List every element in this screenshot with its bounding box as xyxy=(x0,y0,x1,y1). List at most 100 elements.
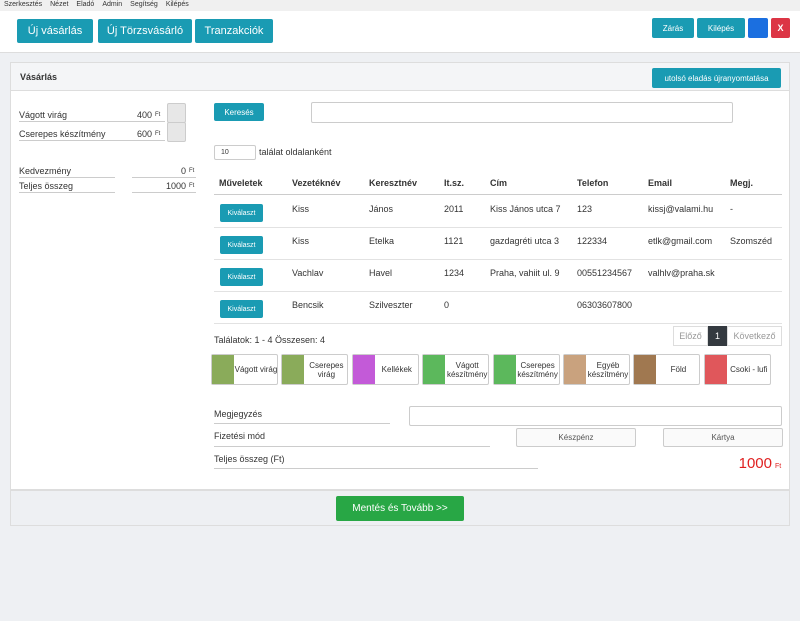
close-button[interactable]: Zárás xyxy=(652,18,694,38)
menu-item[interactable]: Eladó xyxy=(76,1,95,8)
remove-button[interactable] xyxy=(167,103,186,123)
table-header: Email xyxy=(648,178,673,188)
transactions[interactable]: Tranzakciók xyxy=(195,19,273,43)
category-label: Cserepes készítmény xyxy=(517,360,558,379)
category-icon xyxy=(634,355,657,384)
payment-option[interactable]: Készpénz xyxy=(516,428,636,447)
fullscreen-button[interactable] xyxy=(748,18,768,38)
category-tile[interactable]: Cserepes készítmény xyxy=(492,354,560,385)
summary-line xyxy=(132,192,196,193)
category-tile[interactable]: Vágott készítmény xyxy=(422,354,490,385)
note-input[interactable] xyxy=(409,406,782,426)
category-icon xyxy=(282,355,305,384)
remove-button[interactable] xyxy=(167,122,186,142)
summary-line xyxy=(132,177,196,178)
category-label: Csoki - lufi xyxy=(730,365,768,374)
table-cell: Kiss xyxy=(292,204,310,214)
pager-prev[interactable]: Előző xyxy=(673,326,708,346)
payment-option[interactable]: Kártya xyxy=(663,428,783,447)
page-size-select[interactable]: 10 xyxy=(214,145,256,160)
category-tile[interactable]: Föld xyxy=(633,354,701,385)
table-header: It.sz. xyxy=(444,178,465,188)
search-button[interactable]: Keresés xyxy=(214,103,264,121)
results-info: Találatok: 1 - 4 Összesen: 4 xyxy=(214,335,326,345)
table-header: Telefon xyxy=(577,178,609,188)
table-cell: 06303607800 xyxy=(577,300,633,310)
panel-title: Vásárlás xyxy=(20,72,58,82)
category-tile[interactable]: Csoki - lufi xyxy=(703,354,771,385)
table-cell: gazdagréti utca 3 xyxy=(490,236,560,246)
category-label: Vágott virág xyxy=(234,365,278,374)
table-cell: Szomszéd xyxy=(730,236,773,246)
select-button[interactable]: Kiválaszt xyxy=(220,300,263,318)
page-size-label: találat oldalanként xyxy=(259,147,332,157)
table-cell: 123 xyxy=(577,204,593,214)
category-tile[interactable]: Kellékek xyxy=(351,354,419,385)
table-cell: Kiss xyxy=(292,236,310,246)
cart-item-price: 600 xyxy=(136,129,152,139)
table-header: Megj. xyxy=(730,178,754,188)
menu-item[interactable]: Szerkesztés xyxy=(4,1,43,8)
table-header: Cím xyxy=(490,178,508,188)
panel: Vásárlás utolsó eladás újranyomtatása xyxy=(10,62,790,490)
category-icon xyxy=(423,355,446,384)
total-label: Teljes összeg (Ft) xyxy=(214,454,285,464)
summary-value: 0 xyxy=(180,166,186,176)
menu-item[interactable]: Segítség xyxy=(130,1,158,8)
menu-item[interactable]: Kilépés xyxy=(165,1,189,8)
summary-label: Kedvezmény xyxy=(19,166,72,176)
select-button[interactable]: Kiválaszt xyxy=(220,268,263,286)
logout-button[interactable]: Kilépés xyxy=(697,18,745,38)
reprint-button[interactable]: utolsó eladás újranyomtatása xyxy=(652,68,781,88)
row-line xyxy=(214,259,782,260)
category-tile[interactable]: Cserepes virág xyxy=(281,354,349,385)
cart-item-currency: Ft xyxy=(155,131,161,137)
category-tile[interactable]: Egyéb készítmény xyxy=(563,354,630,385)
category-icon xyxy=(564,355,586,384)
table-cell: 122334 xyxy=(577,236,608,246)
table-header: Vezetéknév xyxy=(292,178,341,188)
new-purchase[interactable]: Új vásárlás xyxy=(17,19,93,43)
select-button[interactable]: Kiválaszt xyxy=(220,204,263,222)
table-header: Műveletek xyxy=(219,178,263,188)
new-customer[interactable]: Új Törzsvásárló xyxy=(98,19,192,43)
exit-button[interactable]: X xyxy=(771,18,790,38)
menu-item[interactable]: Nézet xyxy=(50,1,69,8)
table-cell: Kiss János utca 7 xyxy=(490,204,561,214)
pager-current[interactable]: 1 xyxy=(708,326,727,346)
form-line xyxy=(214,446,490,447)
cart-line xyxy=(19,121,165,122)
table-cell: Vachlav xyxy=(292,268,324,278)
category-label: Vágott készítmény xyxy=(446,360,488,379)
panel-header: Vásárlás utolsó eladás újranyomtatása xyxy=(11,63,789,91)
table-cell: 0 xyxy=(444,300,450,310)
table-cell: - xyxy=(730,204,733,214)
form-line xyxy=(214,423,390,424)
category-tile[interactable]: Vágott virág xyxy=(211,354,278,385)
row-line xyxy=(214,323,782,324)
pager-next[interactable]: Következő xyxy=(727,326,782,346)
form-line xyxy=(214,468,538,469)
table-cell: Bencsik xyxy=(292,300,324,310)
category-label: Egyéb készítmény xyxy=(587,360,629,379)
table-cell: 1234 xyxy=(444,268,465,278)
cart-line xyxy=(19,140,165,141)
toolbar: Új vásárlás Új Törzsvásárló Tranzakciók … xyxy=(0,11,800,53)
select-button[interactable]: Kiválaszt xyxy=(220,236,263,254)
cart-item-name: Vágott virág xyxy=(19,110,68,120)
table-cell: kissj@valami.hu xyxy=(648,204,714,214)
menu-item[interactable]: Admin xyxy=(102,1,123,8)
table-cell: Praha, vahiit ul. 9 xyxy=(490,268,560,278)
total-value: 1000 xyxy=(738,455,772,472)
search-input[interactable] xyxy=(311,102,733,123)
summary-line xyxy=(19,192,115,193)
cart-item-currency: Ft xyxy=(155,112,161,118)
save-button[interactable]: Mentés és Tovább >> xyxy=(336,496,464,521)
summary-value: 1000 xyxy=(165,181,186,191)
table-header: Keresztnév xyxy=(369,178,418,188)
payment-label: Fizetési mód xyxy=(214,431,266,441)
cart-item-price: 400 xyxy=(136,110,152,120)
cart-item-name: Cserepes készítmény xyxy=(19,129,106,139)
summary-line xyxy=(19,177,115,178)
